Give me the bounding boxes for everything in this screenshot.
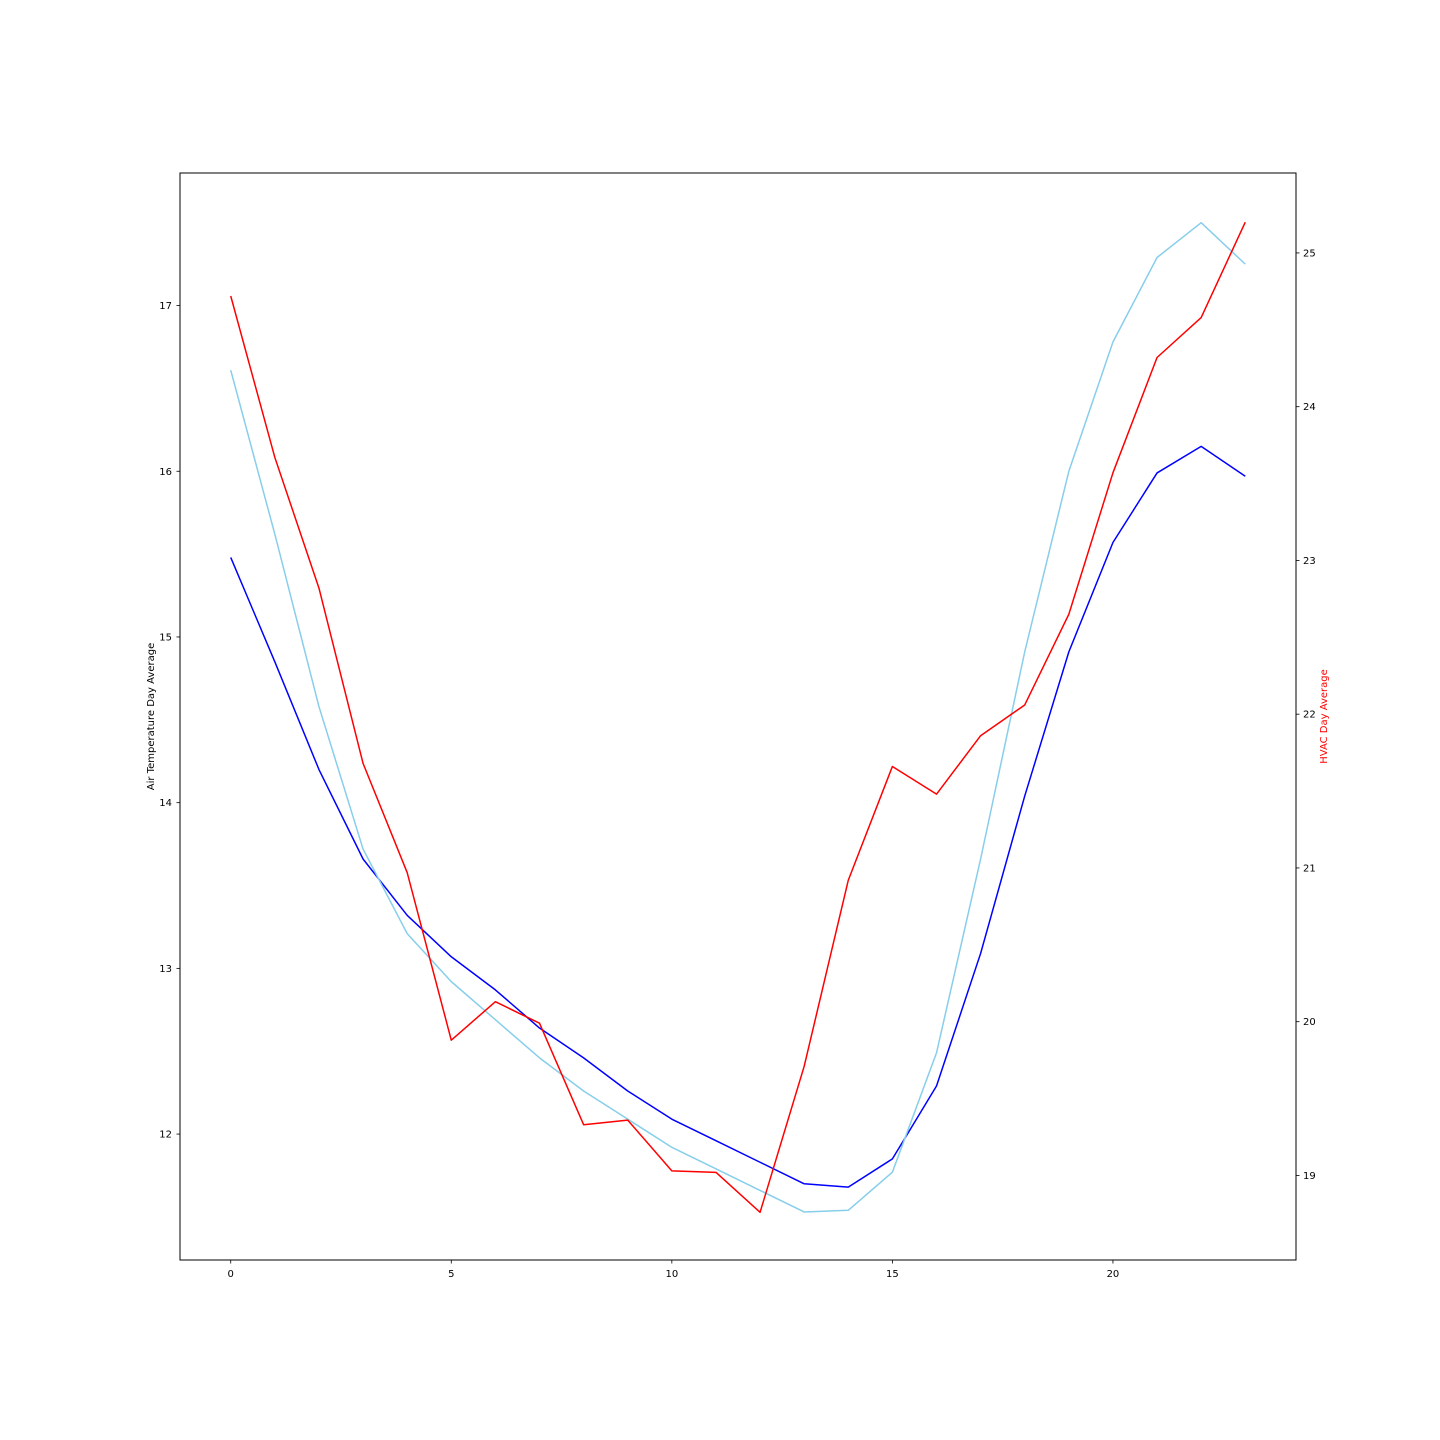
y-right-tick-label: 20	[1303, 1017, 1316, 1028]
x-tick-label: 10	[665, 1269, 678, 1280]
y-axis-left: 12 13 14 15 16 17	[159, 301, 180, 1141]
y-left-tick-label: 14	[159, 798, 172, 809]
x-tick-label: 0	[228, 1269, 234, 1280]
y-left-tick-label: 13	[159, 964, 172, 975]
series-line-2	[230, 221, 1246, 1213]
series-line-1	[230, 445, 1246, 1188]
y-right-tick-label: 23	[1303, 556, 1316, 567]
y-right-tick-label: 21	[1303, 863, 1316, 874]
x-tick-label: 5	[448, 1269, 454, 1280]
x-axis: 0 5 10 15 20	[228, 1260, 1120, 1280]
y-left-tick-label: 12	[159, 1130, 172, 1141]
y-axis-right: 19 20 21 22 23 24 25	[1296, 248, 1316, 1182]
plot-frame	[179, 172, 1297, 1261]
y-right-tick-label: 22	[1303, 710, 1316, 721]
y-left-tick-label: 17	[159, 301, 172, 312]
y-axis-left-label: Air Temperature Day Average	[146, 643, 157, 790]
y-right-tick-label: 25	[1303, 248, 1316, 259]
y-left-tick-label: 15	[159, 632, 172, 643]
y-left-tick-label: 16	[159, 467, 172, 478]
x-tick-label: 15	[886, 1269, 899, 1280]
y-right-tick-label: 19	[1303, 1171, 1316, 1182]
series-lines	[230, 221, 1246, 1214]
y-right-tick-label: 24	[1303, 402, 1316, 413]
x-tick-label: 20	[1107, 1269, 1120, 1280]
y-axis-right-label: HVAC Day Average	[1319, 669, 1330, 764]
series-line-3	[230, 221, 1246, 1214]
